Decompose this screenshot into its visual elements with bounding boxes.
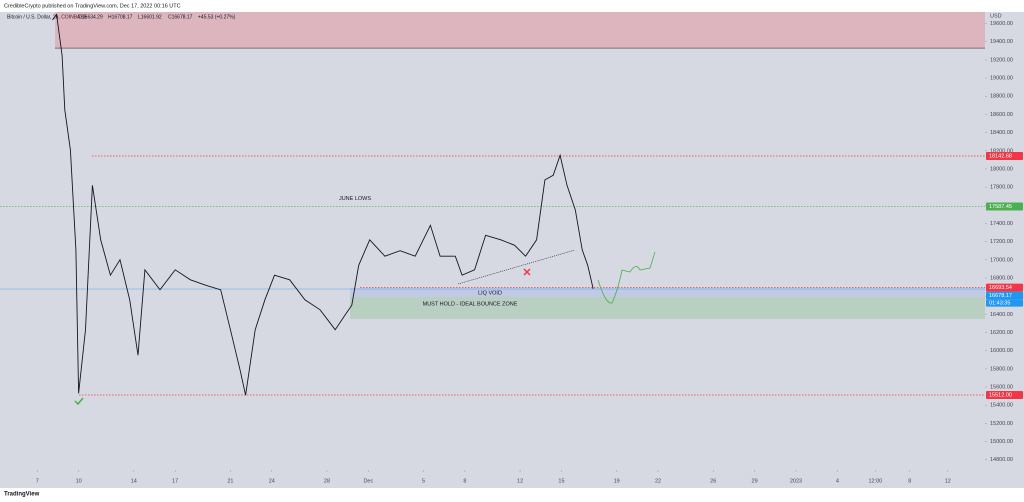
countdown-bg — [986, 299, 1023, 307]
y-tick-label: 19000.00 — [990, 76, 1013, 82]
price-label-bg — [986, 202, 1023, 211]
check-mark — [74, 397, 84, 406]
y-unit: USD — [990, 13, 1002, 19]
plot-background — [0, 12, 985, 470]
ohlc-value: H16708.17 — [108, 14, 133, 20]
x-tick-label: 17 — [172, 478, 178, 484]
y-tick-label: 18000.00 — [990, 166, 1013, 172]
y-tick-label: 16400.00 — [990, 312, 1013, 318]
y-tick-label: 14800.00 — [990, 457, 1013, 463]
projection — [597, 251, 656, 304]
x-axis-background — [0, 470, 1024, 488]
y-tick-label: 15800.00 — [990, 366, 1013, 372]
x-tick-label: 19 — [614, 478, 620, 484]
price-label-bg — [986, 283, 1023, 292]
x-tick-label: 26 — [710, 478, 716, 484]
y-tick-label: 17800.00 — [990, 185, 1013, 191]
y-tick-label: 16000.00 — [990, 348, 1013, 354]
price-label: 16693.54 — [989, 285, 1012, 291]
symbol-title: Bitcoin / U.S. Dollar, 2h, COINBASE — [7, 14, 88, 20]
x-tick-label: 8 — [908, 478, 911, 484]
price-label: 15512.00 — [989, 392, 1012, 398]
x-tick-label: 15 — [558, 478, 564, 484]
price-label: 16678.17 — [989, 293, 1012, 299]
zone-label: LIQ VOID — [478, 290, 502, 296]
x-tick-label: 22 — [655, 478, 661, 484]
x-tick-label: 12 — [517, 478, 523, 484]
y-tick-label: 16200.00 — [990, 330, 1013, 336]
y-tick-label: 19400.00 — [990, 39, 1013, 45]
zone — [350, 287, 985, 297]
y-tick-label: 18600.00 — [990, 112, 1013, 118]
x-tick-label: 29 — [752, 478, 758, 484]
y-tick-label: 15600.00 — [990, 384, 1013, 390]
trend-line — [457, 249, 576, 285]
x-tick-label: 24 — [269, 478, 275, 484]
publisher: CredibleCrypto published on TradingView.… — [4, 3, 181, 9]
x-tick-label: 14 — [131, 478, 137, 484]
y-tick-label: 19600.00 — [990, 21, 1013, 27]
y-tick-label: 16800.00 — [990, 275, 1013, 281]
y-tick-label: 15400.00 — [990, 403, 1013, 409]
y-tick-label: 19200.00 — [990, 57, 1013, 63]
level-annotation: JUNE LOWS — [339, 196, 371, 202]
y-tick-label: 17200.00 — [990, 239, 1013, 245]
price-label: 18142.68 — [989, 153, 1012, 159]
ohlc-value: +45.53 (+0.27%) — [198, 14, 236, 20]
x-tick-label: 7 — [36, 478, 39, 484]
x-tick-label: Dec — [363, 478, 373, 484]
y-tick-label: 18800.00 — [990, 94, 1013, 100]
x-tick-label: 2023 — [790, 478, 802, 484]
price-label-bg — [986, 152, 1023, 161]
y-tick-label: 17000.00 — [990, 257, 1013, 263]
x-tick-label: 8 — [463, 478, 466, 484]
zone — [55, 12, 985, 49]
x-tick-label: 4 — [836, 478, 839, 484]
brand: TradingView — [4, 492, 40, 498]
zone — [350, 296, 985, 320]
y-tick-label: 17400.00 — [990, 221, 1013, 227]
zone-label: MUST HOLD - IDEAL BOUNCE ZONE — [423, 301, 518, 307]
y-tick-label: 18400.00 — [990, 130, 1013, 136]
y-tick-label: 15000.00 — [990, 439, 1013, 445]
countdown-label: 01:43:35 — [989, 301, 1010, 307]
price-label-bg — [986, 390, 1023, 399]
x-tick-label: 10 — [76, 478, 82, 484]
price-line — [52, 13, 594, 396]
price-label: 17587.45 — [989, 204, 1012, 210]
ohlc-value: O16634.29 — [78, 14, 103, 20]
y-tick-label: 15200.00 — [990, 421, 1013, 427]
x-tick-label: 5 — [422, 478, 425, 484]
x-tick-label: 12 — [945, 478, 951, 484]
x-tick-label: 28 — [324, 478, 330, 484]
ohlc-value: L16601.92 — [138, 14, 162, 20]
x-mark — [523, 268, 531, 276]
y-tick-label: 18200.00 — [990, 148, 1013, 154]
price-label-bg — [986, 291, 1023, 300]
x-tick-label: 21 — [227, 478, 233, 484]
x-tick-label: 12:00 — [868, 478, 882, 484]
ohlc-value: C16678.17 — [168, 14, 193, 20]
